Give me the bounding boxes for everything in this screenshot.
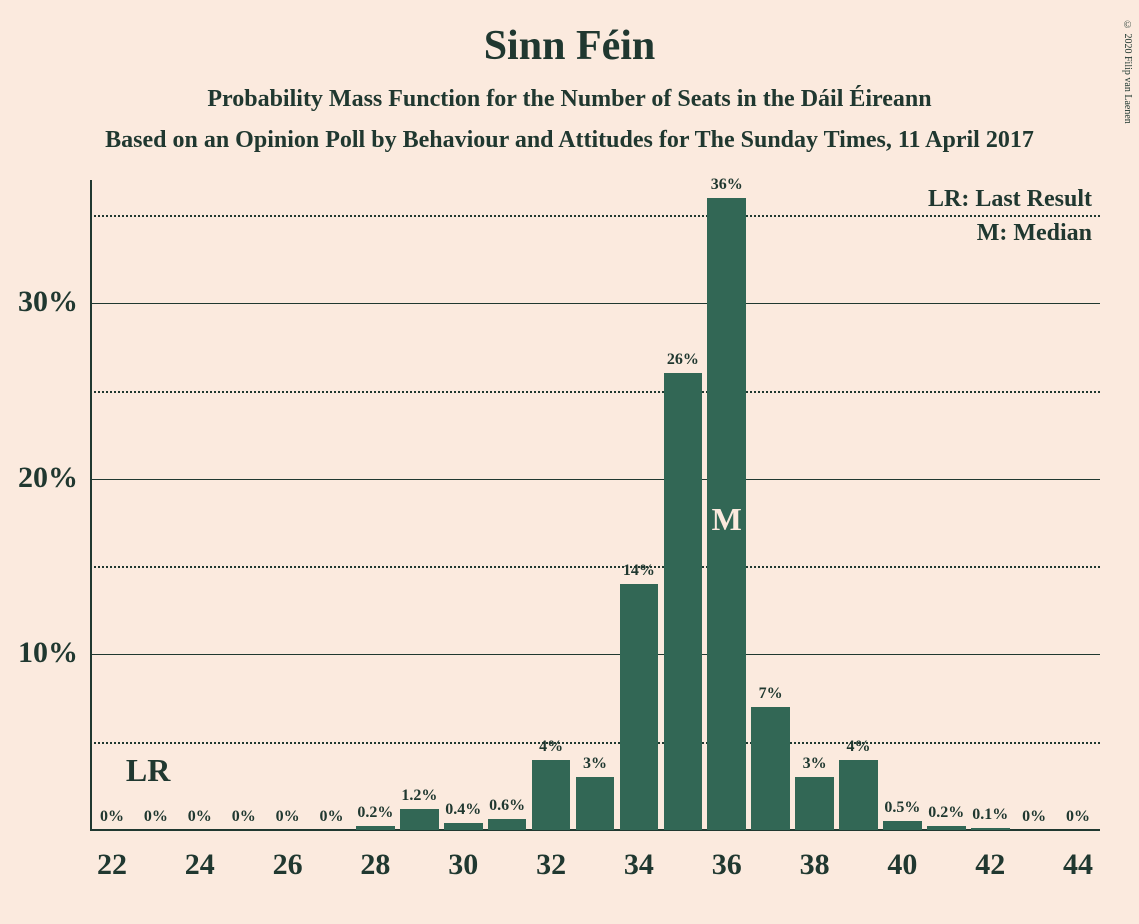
bar <box>356 826 395 830</box>
bar <box>488 819 527 830</box>
x-tick-label: 22 <box>82 848 142 882</box>
bar <box>839 760 878 830</box>
bar-value-label: 0.2% <box>345 804 405 822</box>
bar <box>620 584 659 830</box>
x-tick-label: 30 <box>433 848 493 882</box>
gridline <box>90 479 1100 480</box>
bar <box>795 777 834 830</box>
bar <box>927 826 966 830</box>
lr-marker: LR <box>126 752 170 789</box>
bar-value-label: 7% <box>741 685 801 703</box>
gridline <box>90 303 1100 304</box>
bar-value-label: 36% <box>697 176 757 194</box>
bar <box>971 828 1010 830</box>
x-tick-label: 38 <box>785 848 845 882</box>
x-tick-label: 42 <box>960 848 1020 882</box>
bar-value-label: 4% <box>521 738 581 756</box>
x-tick-label: 28 <box>345 848 405 882</box>
legend-lr: LR: Last Result <box>928 186 1092 213</box>
x-tick-label: 26 <box>258 848 318 882</box>
gridline <box>90 654 1100 655</box>
bar-value-label: 14% <box>609 562 669 580</box>
bar-value-label: 0% <box>1048 808 1108 826</box>
bar-value-label: 26% <box>653 351 713 369</box>
bar <box>576 777 615 830</box>
median-marker: M <box>707 501 746 538</box>
chart-subtitle-1: Probability Mass Function for the Number… <box>0 70 1139 113</box>
x-tick-label: 44 <box>1048 848 1108 882</box>
bar-value-label: 4% <box>828 738 888 756</box>
bar <box>664 373 703 830</box>
chart-subtitle-2: Based on an Opinion Poll by Behaviour an… <box>0 113 1139 154</box>
x-tick-label: 40 <box>872 848 932 882</box>
chart-plot-area: 10%20%30%2224262830323436384042440%0%0%0… <box>90 180 1100 830</box>
y-axis <box>90 180 92 830</box>
y-tick-label: 20% <box>0 461 78 495</box>
y-tick-label: 10% <box>0 636 78 670</box>
bar-value-label: 3% <box>785 755 845 773</box>
gridline-minor <box>90 391 1100 393</box>
x-tick-label: 36 <box>697 848 757 882</box>
bar <box>444 823 483 830</box>
gridline-minor <box>90 566 1100 568</box>
gridline-minor <box>90 215 1100 217</box>
gridline-minor <box>90 742 1100 744</box>
y-tick-label: 30% <box>0 285 78 319</box>
x-tick-label: 34 <box>609 848 669 882</box>
legend-m: M: Median <box>977 220 1092 247</box>
bar-value-label: 0.6% <box>477 797 537 815</box>
bar-value-label: 3% <box>565 755 625 773</box>
chart-title: Sinn Féin <box>0 0 1139 70</box>
x-tick-label: 32 <box>521 848 581 882</box>
bar <box>883 821 922 830</box>
x-tick-label: 24 <box>170 848 230 882</box>
credit-text: © 2020 Filip van Laenen <box>1122 20 1133 124</box>
